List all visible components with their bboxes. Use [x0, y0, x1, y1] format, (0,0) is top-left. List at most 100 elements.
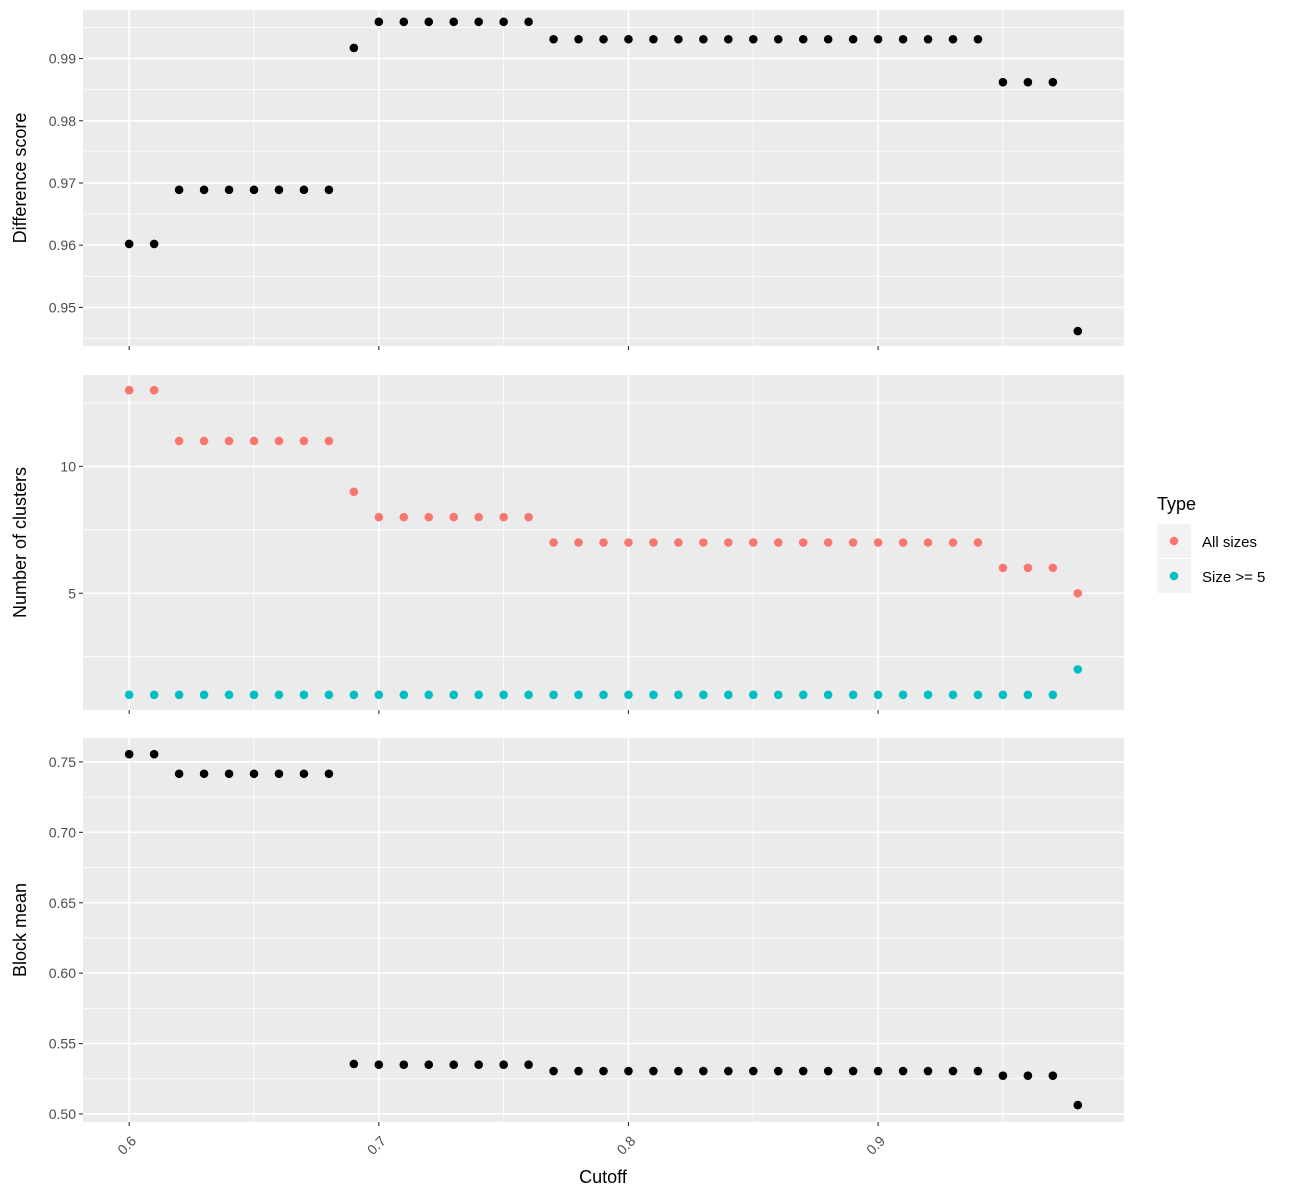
data-point [699, 538, 708, 547]
legend-label-size5: Size >= 5 [1202, 569, 1265, 586]
series-size-5 [124, 665, 1083, 700]
data-point [948, 34, 958, 44]
legend-key-size5 [1169, 571, 1179, 581]
data-point [299, 436, 309, 446]
legend: Type All sizes Size >= 5 [1157, 494, 1265, 593]
data-point [499, 690, 508, 700]
data-point [848, 538, 858, 547]
data-point [549, 1066, 558, 1076]
data-point [1048, 77, 1058, 87]
data-point [1023, 563, 1033, 573]
data-point [898, 690, 908, 700]
data-point [649, 690, 658, 700]
data-point [574, 690, 583, 700]
data-point [424, 1060, 434, 1069]
data-point [374, 512, 384, 522]
series-all-sizes [124, 385, 1083, 598]
y-tick-label: 0.65 [49, 895, 76, 911]
data-point [973, 1066, 983, 1076]
data-point [399, 690, 409, 700]
data-point [724, 1066, 733, 1076]
data-point [848, 690, 858, 700]
data-point [798, 538, 808, 547]
x-axis-title: Cutoff [579, 1167, 628, 1187]
y-tick-label: 0.50 [49, 1106, 76, 1122]
legend-key-all-sizes [1169, 536, 1179, 546]
data-point [349, 690, 359, 700]
data-point [349, 1059, 359, 1069]
data-point [524, 690, 533, 700]
data-point [599, 1066, 608, 1076]
data-point [174, 690, 184, 700]
data-point [549, 34, 558, 44]
data-point [474, 512, 483, 522]
data-point [699, 34, 708, 44]
data-point [1048, 690, 1058, 700]
series-points [124, 749, 1083, 1110]
data-point [599, 538, 608, 547]
data-point [724, 690, 733, 700]
data-point [524, 17, 533, 27]
data-point [748, 1066, 758, 1076]
data-point [324, 436, 334, 446]
y-tick-label: 5 [68, 585, 76, 601]
data-point [199, 185, 209, 195]
data-point [249, 690, 259, 700]
data-point [174, 185, 184, 195]
data-point [923, 690, 933, 700]
data-point [923, 1066, 933, 1076]
data-point [399, 1060, 409, 1069]
data-point [249, 185, 259, 195]
data-point [274, 769, 284, 779]
data-point [274, 185, 284, 195]
data-point [149, 749, 159, 759]
data-point [274, 690, 284, 700]
data-point [948, 690, 958, 700]
panels-layer: 0.95 0.96 0.97 0.98 0.99 Difference score 5 10 N… [10, 10, 1124, 1158]
data-point [324, 769, 334, 779]
data-point [674, 538, 683, 547]
data-point [798, 1066, 808, 1076]
data-point [424, 17, 434, 27]
panel-number-of-clusters: 5 10 Number of clusters [10, 375, 1124, 714]
data-point [998, 1071, 1008, 1080]
data-point [574, 538, 583, 547]
legend-label-all-sizes: All sizes [1202, 534, 1257, 551]
data-point [823, 1066, 833, 1076]
data-point [1073, 1100, 1083, 1110]
y-tick-label: 0.60 [49, 965, 76, 981]
data-point [973, 34, 983, 44]
data-point [973, 690, 983, 700]
data-point [574, 34, 583, 44]
data-point [249, 436, 259, 446]
data-point [374, 17, 384, 27]
data-point [299, 690, 309, 700]
data-point [174, 769, 184, 779]
data-point [124, 690, 134, 700]
data-point [224, 185, 234, 195]
y-tick-label: 0.99 [49, 51, 76, 67]
data-point [199, 436, 209, 446]
data-point [474, 17, 483, 27]
data-point [748, 538, 758, 547]
data-point [449, 17, 459, 27]
data-point [349, 43, 359, 53]
data-point [149, 690, 159, 700]
data-point [724, 34, 733, 44]
data-point [848, 34, 858, 44]
data-point [674, 34, 683, 44]
data-point [873, 538, 883, 547]
data-point [848, 1066, 858, 1076]
y-axis-title: Block mean [10, 883, 30, 977]
data-point [798, 34, 808, 44]
data-point [124, 749, 134, 759]
data-point [449, 1060, 459, 1069]
panel-difference-score: 0.95 0.96 0.97 0.98 0.99 Difference score [10, 10, 1124, 350]
series-points [124, 17, 1083, 336]
data-point [374, 1060, 384, 1069]
data-point [424, 512, 434, 522]
data-point [1023, 77, 1033, 87]
data-point [274, 436, 284, 446]
data-point [898, 538, 908, 547]
